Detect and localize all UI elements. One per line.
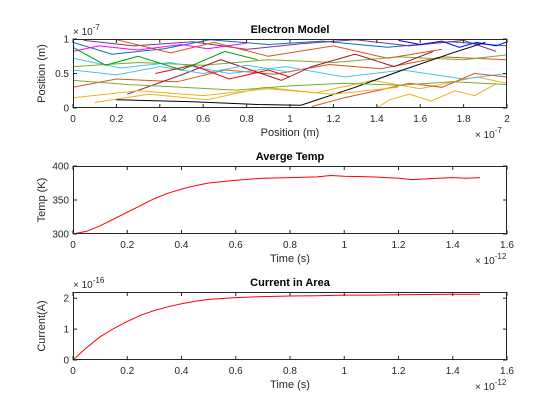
y-tick-label: 1 xyxy=(63,35,69,46)
x-tick-label: 0 xyxy=(70,114,76,125)
series-group xyxy=(73,293,480,360)
series-line-7 xyxy=(116,41,486,106)
x-tick-label: 1.6 xyxy=(500,366,514,377)
x-tick-label: 0.8 xyxy=(283,240,297,251)
series-line-4 xyxy=(73,54,507,68)
x-tick-label: 2 xyxy=(504,114,510,125)
x-tick-label: 0.2 xyxy=(109,114,123,125)
x-tick-label: 1 xyxy=(341,366,347,377)
x-tick-label: 0 xyxy=(70,240,76,251)
x-tick-label: 1 xyxy=(287,114,293,125)
y-exponent-power: -7 xyxy=(93,23,101,32)
x-tick-label: 1.4 xyxy=(446,366,460,377)
series-line-0 xyxy=(73,174,480,234)
y-tick-label: 300 xyxy=(52,230,69,241)
y-tick-label: 400 xyxy=(52,162,69,173)
x-axis-label: Time (s) xyxy=(270,253,310,265)
x-tick-label: 0.8 xyxy=(283,366,297,377)
series-line-6 xyxy=(127,50,434,95)
x-tick-label: 1.4 xyxy=(446,240,460,251)
x-tick-label: 0.6 xyxy=(229,240,243,251)
x-tick-label: 0.2 xyxy=(120,240,134,251)
x-axis-label: Time (s) xyxy=(270,379,310,391)
series-line-1 xyxy=(73,56,507,88)
series-line-17 xyxy=(73,86,399,99)
plot-area xyxy=(73,292,507,360)
x-tick-label: 0.6 xyxy=(196,114,210,125)
x-exponent-power: -12 xyxy=(495,378,507,387)
x-tick-label: 0.4 xyxy=(175,366,189,377)
subplot-1: 0 0.2 0.4 0.6 0.8 1 1.2 1.4 1.6 300 350 400 Averge T… xyxy=(36,151,514,267)
y-exponent-base: × 10 xyxy=(73,27,93,38)
y-exponent-power: -16 xyxy=(93,276,105,285)
y-tick-label: 1 xyxy=(63,325,69,336)
series-line-9 xyxy=(398,39,507,48)
x-tick-label: 1.2 xyxy=(326,114,340,125)
x-tick-label: 1.8 xyxy=(457,114,471,125)
series-group xyxy=(73,39,507,108)
x-tick-label: 1.2 xyxy=(392,366,406,377)
x-exponent-base: × 10 xyxy=(475,382,495,393)
series-group xyxy=(73,174,480,234)
x-axis-label: Position (m) xyxy=(261,127,320,139)
chart-title: Electron Model xyxy=(251,24,330,36)
x-tick-label: 1.2 xyxy=(392,240,406,251)
series-line-15 xyxy=(73,46,258,71)
series-line-10 xyxy=(311,72,507,108)
x-tick-label: 1.4 xyxy=(370,114,384,125)
x-axis-exponent: × 10-12 xyxy=(475,378,507,393)
x-tick-label: 0.8 xyxy=(240,114,254,125)
x-tick-label: 0.6 xyxy=(229,366,243,377)
x-tick-label: 0.4 xyxy=(153,114,167,125)
y-axis-exponent: × 10-16 xyxy=(73,276,105,291)
x-tick-label: 1.6 xyxy=(500,240,514,251)
chart-title: Averge Temp xyxy=(256,151,325,163)
x-tick-label: 0.4 xyxy=(175,240,189,251)
subplot-2: 0 0.2 0.4 0.6 0.8 1 1.2 1.4 1.6 0 1 2 Current in Are… xyxy=(36,276,514,393)
x-axis-exponent: × 10-12 xyxy=(475,252,507,267)
y-axis-exponent: × 10-7 xyxy=(73,23,100,38)
chart-title: Current in Area xyxy=(250,277,331,289)
series-line-0 xyxy=(73,293,480,360)
x-tick-label: 0.2 xyxy=(120,366,134,377)
y-tick-label: 0 xyxy=(63,356,69,367)
y-tick-label: 0 xyxy=(63,104,69,115)
y-axis-label: Temp (K) xyxy=(36,178,48,223)
x-tick-label: 1 xyxy=(341,240,347,251)
x-exponent-base: × 10 xyxy=(475,256,495,267)
x-exponent-power: -12 xyxy=(495,252,507,261)
y-tick-label: 2 xyxy=(63,294,69,305)
plot-area xyxy=(73,166,507,234)
x-tick-label: 1.6 xyxy=(413,114,427,125)
x-axis-exponent: × 10-7 xyxy=(475,126,502,141)
y-axis-label: Current(A) xyxy=(36,300,48,351)
x-exponent-power: -7 xyxy=(495,126,503,135)
series-line-8 xyxy=(73,42,247,52)
y-tick-label: 350 xyxy=(52,196,69,207)
series-line-5 xyxy=(73,57,507,80)
series-line-14 xyxy=(155,64,291,80)
series-line-12 xyxy=(73,79,507,91)
series-line-16 xyxy=(116,39,442,59)
x-exponent-base: × 10 xyxy=(475,130,495,141)
y-exponent-base: × 10 xyxy=(73,280,93,291)
x-tick-label: 0 xyxy=(70,366,76,377)
series-line-11 xyxy=(376,83,497,108)
plots-container: 0 0.2 0.4 0.6 0.8 1 1.2 1.4 1.6 1.8 2 0 0.5 1 Electron… xyxy=(36,23,514,393)
plot-area xyxy=(73,39,507,108)
subplot-0: 0 0.2 0.4 0.6 0.8 1 1.2 1.4 1.6 1.8 2 0 0.5 1 Electron… xyxy=(36,23,510,141)
y-axis-label: Position (m) xyxy=(36,44,48,103)
y-tick-label: 0.5 xyxy=(55,69,69,80)
